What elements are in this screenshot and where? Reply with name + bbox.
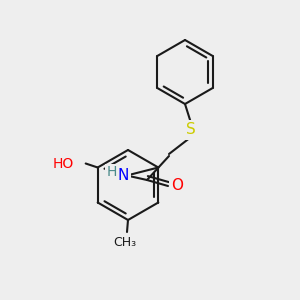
Text: HO: HO [52, 157, 74, 170]
Text: N: N [117, 169, 129, 184]
Text: CH₃: CH₃ [113, 236, 136, 248]
Text: S: S [186, 122, 196, 137]
Text: O: O [171, 178, 183, 194]
Text: H: H [107, 165, 117, 179]
